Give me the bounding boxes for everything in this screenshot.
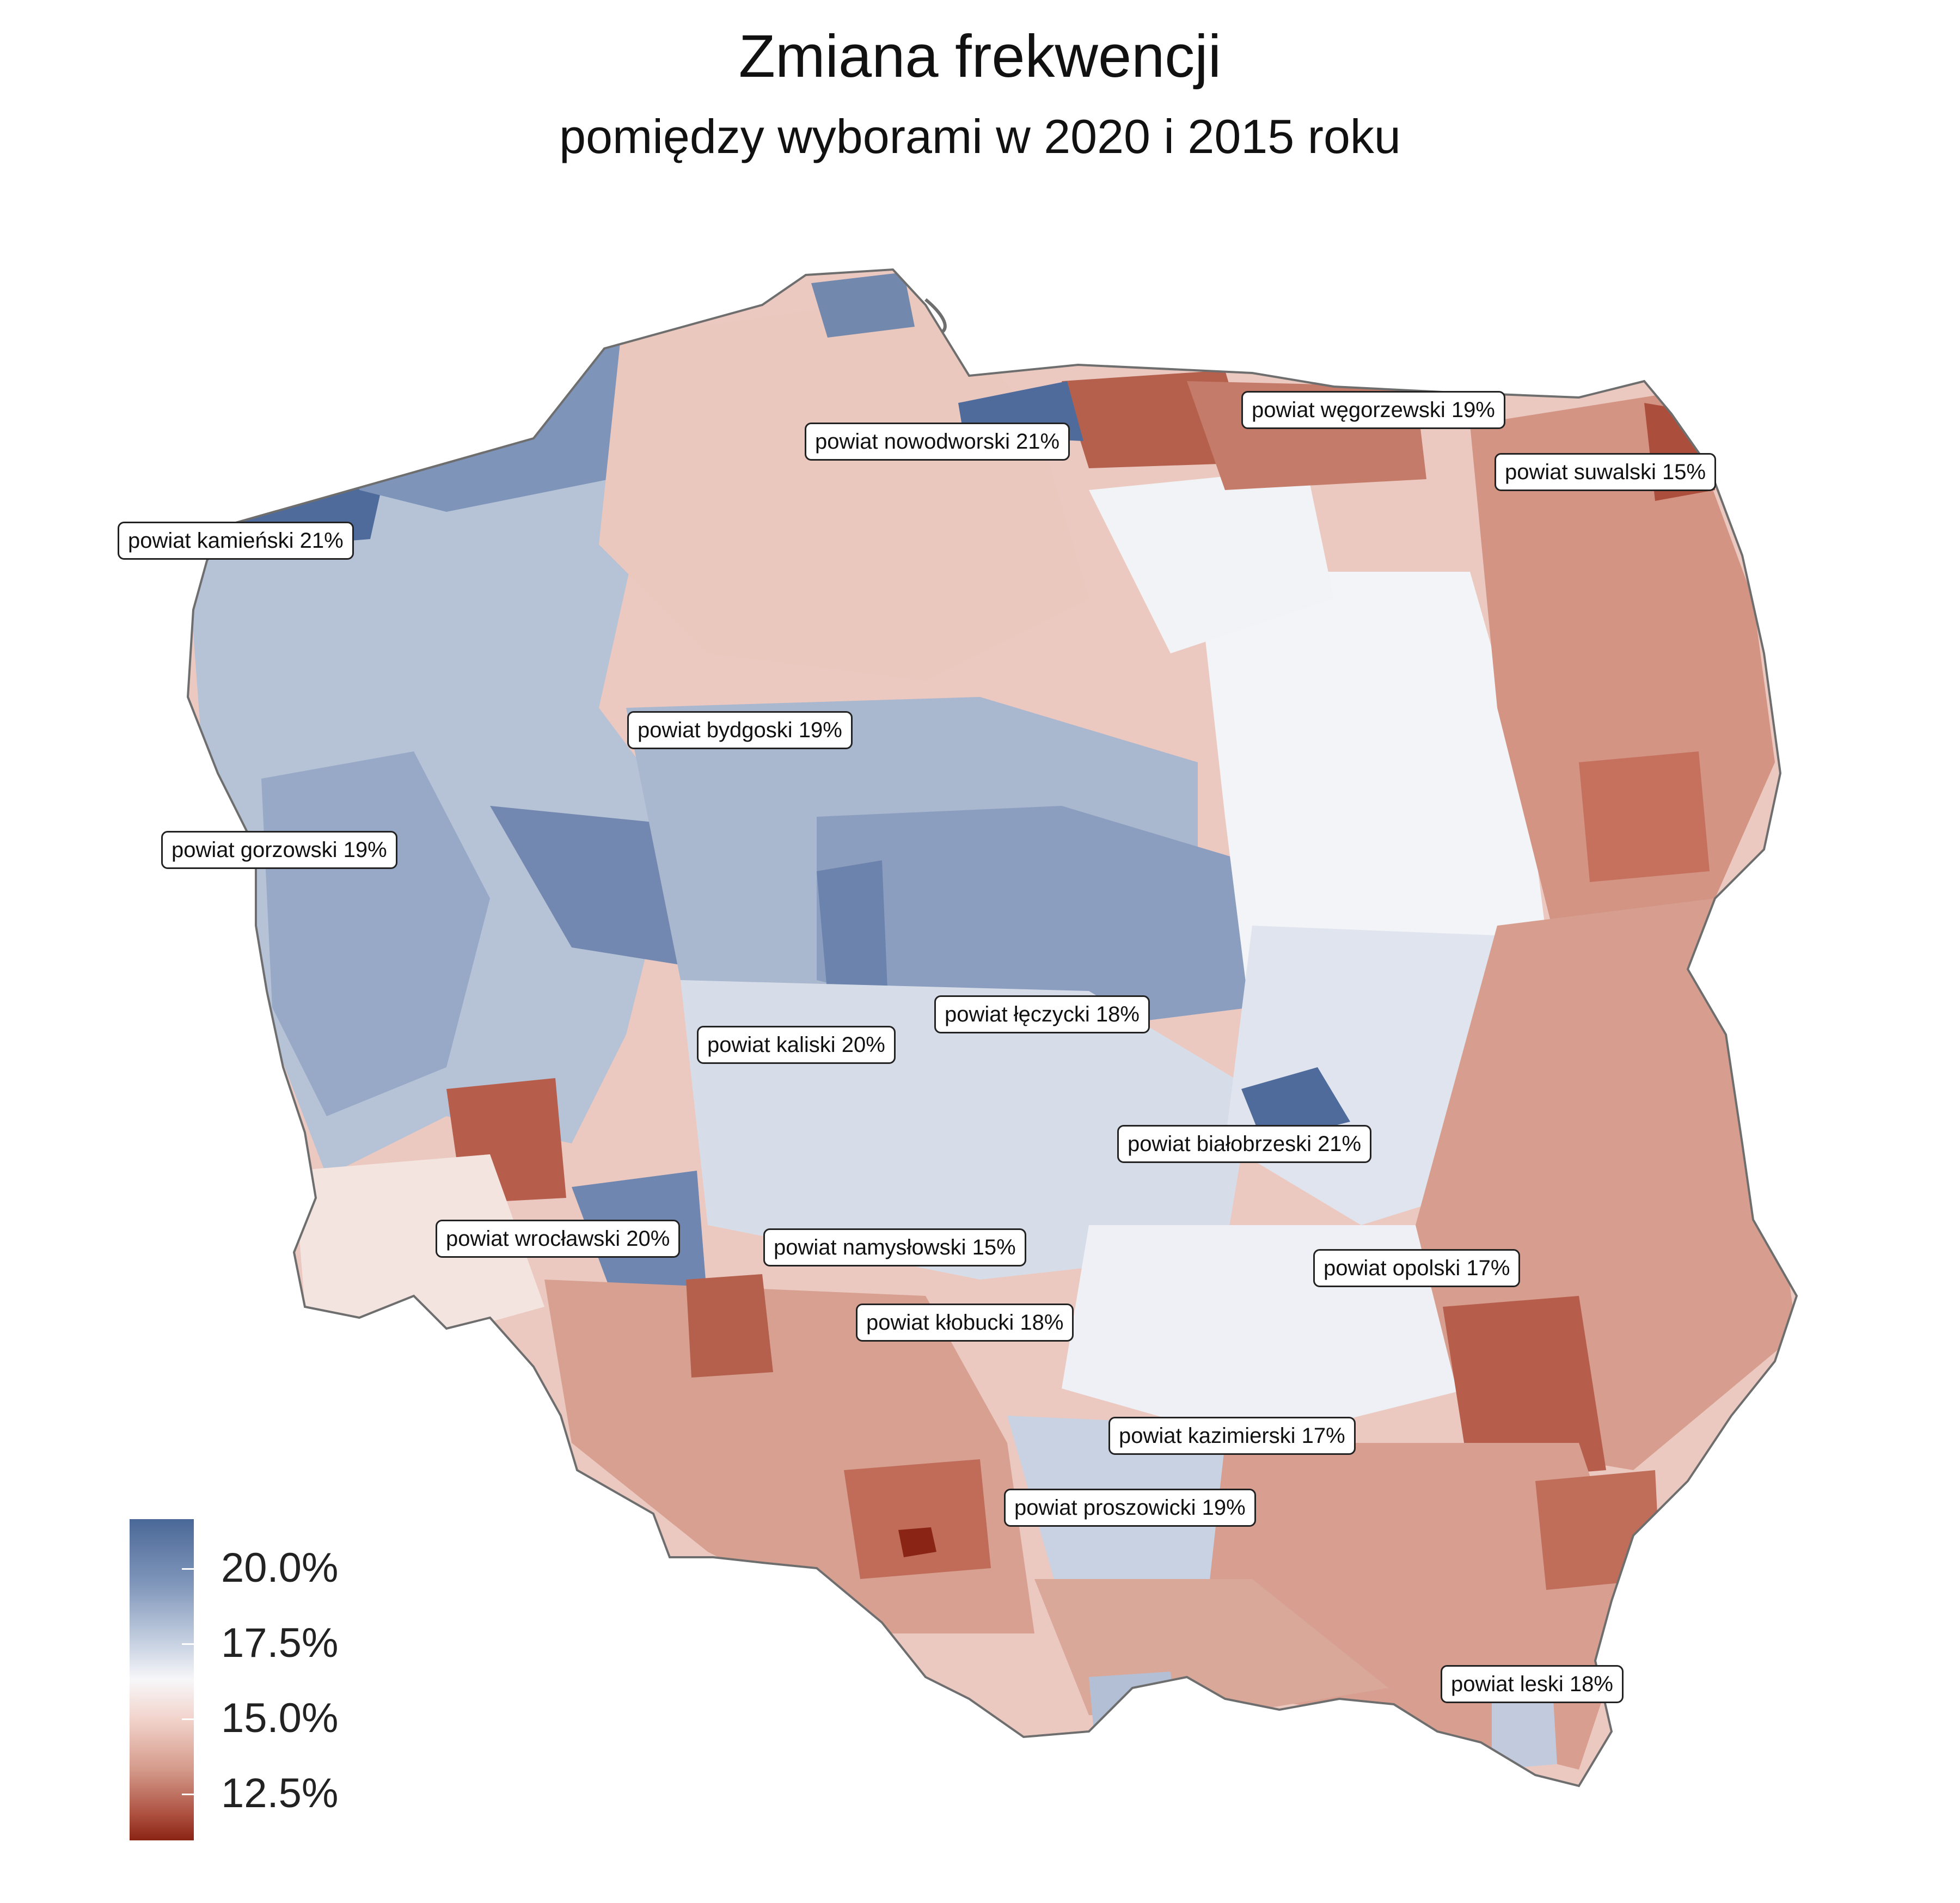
region-katowice-red (844, 1459, 991, 1579)
map-subtitle: pomiędzy wyborami w 2020 i 2015 roku (559, 109, 1401, 163)
legend-tick (182, 1643, 194, 1645)
callout-wegorzewski: powiat węgorzewski 19% (1241, 391, 1505, 429)
callout-leczycki: powiat łęczycki 18% (934, 995, 1150, 1033)
legend-label: 20.0% (221, 1545, 339, 1591)
callout-klobucki: powiat kłobucki 18% (856, 1304, 1074, 1342)
callout-wroclawski: powiat wrocławski 20% (436, 1220, 681, 1258)
callout-proszowicki: powiat proszowicki 19% (1004, 1489, 1256, 1527)
color-legend: 20.0% 17.5% 15.0% 12.5% (130, 1519, 380, 1846)
map-title: Zmiana frekwencji (738, 23, 1222, 90)
legend-label: 12.5% (221, 1770, 339, 1816)
callout-gorzowski: powiat gorzowski 19% (161, 831, 397, 869)
hel-peninsula (924, 298, 947, 334)
region-zory (898, 1527, 936, 1557)
legend-tick (182, 1718, 194, 1720)
callout-nowodworski: powiat nowodworski 21% (805, 423, 1070, 461)
region-koscierzyna-blue (811, 272, 915, 338)
poland-outline (186, 268, 1798, 1788)
callout-opolski: powiat opolski 17% (1313, 1249, 1521, 1287)
region-warmia-white (1089, 468, 1334, 653)
legend-color-bar (130, 1519, 194, 1840)
region-pomorze-pink (599, 294, 1089, 681)
region-southwest-pink (294, 1154, 544, 1334)
callout-bialobrzeski: powiat białobrzeski 21% (1117, 1125, 1372, 1163)
callout-kazimierski: powiat kazimierski 17% (1108, 1417, 1356, 1455)
callout-kamienski: powiat kamieński 21% (118, 522, 354, 560)
legend-tick (182, 1794, 194, 1795)
callout-suwalski: powiat suwalski 15% (1494, 453, 1717, 491)
region-bialystok (1579, 751, 1710, 882)
region-przemysl-red (1535, 1470, 1661, 1590)
callout-leski: powiat leski 18% (1441, 1665, 1624, 1703)
region-lublin-red (1443, 1296, 1606, 1481)
region-opole-red (686, 1274, 773, 1378)
callout-namyslowski: powiat namysłowski 15% (763, 1228, 1026, 1266)
region-central-blue (817, 806, 1279, 1035)
callout-kaliski: powiat kaliski 20% (697, 1026, 896, 1064)
legend-tick (182, 1568, 194, 1570)
callout-bydgoski: powiat bydgoski 19% (627, 711, 853, 749)
region-bialobrzeski (1241, 1067, 1350, 1143)
legend-label: 17.5% (221, 1620, 339, 1666)
legend-label: 15.0% (221, 1695, 339, 1741)
